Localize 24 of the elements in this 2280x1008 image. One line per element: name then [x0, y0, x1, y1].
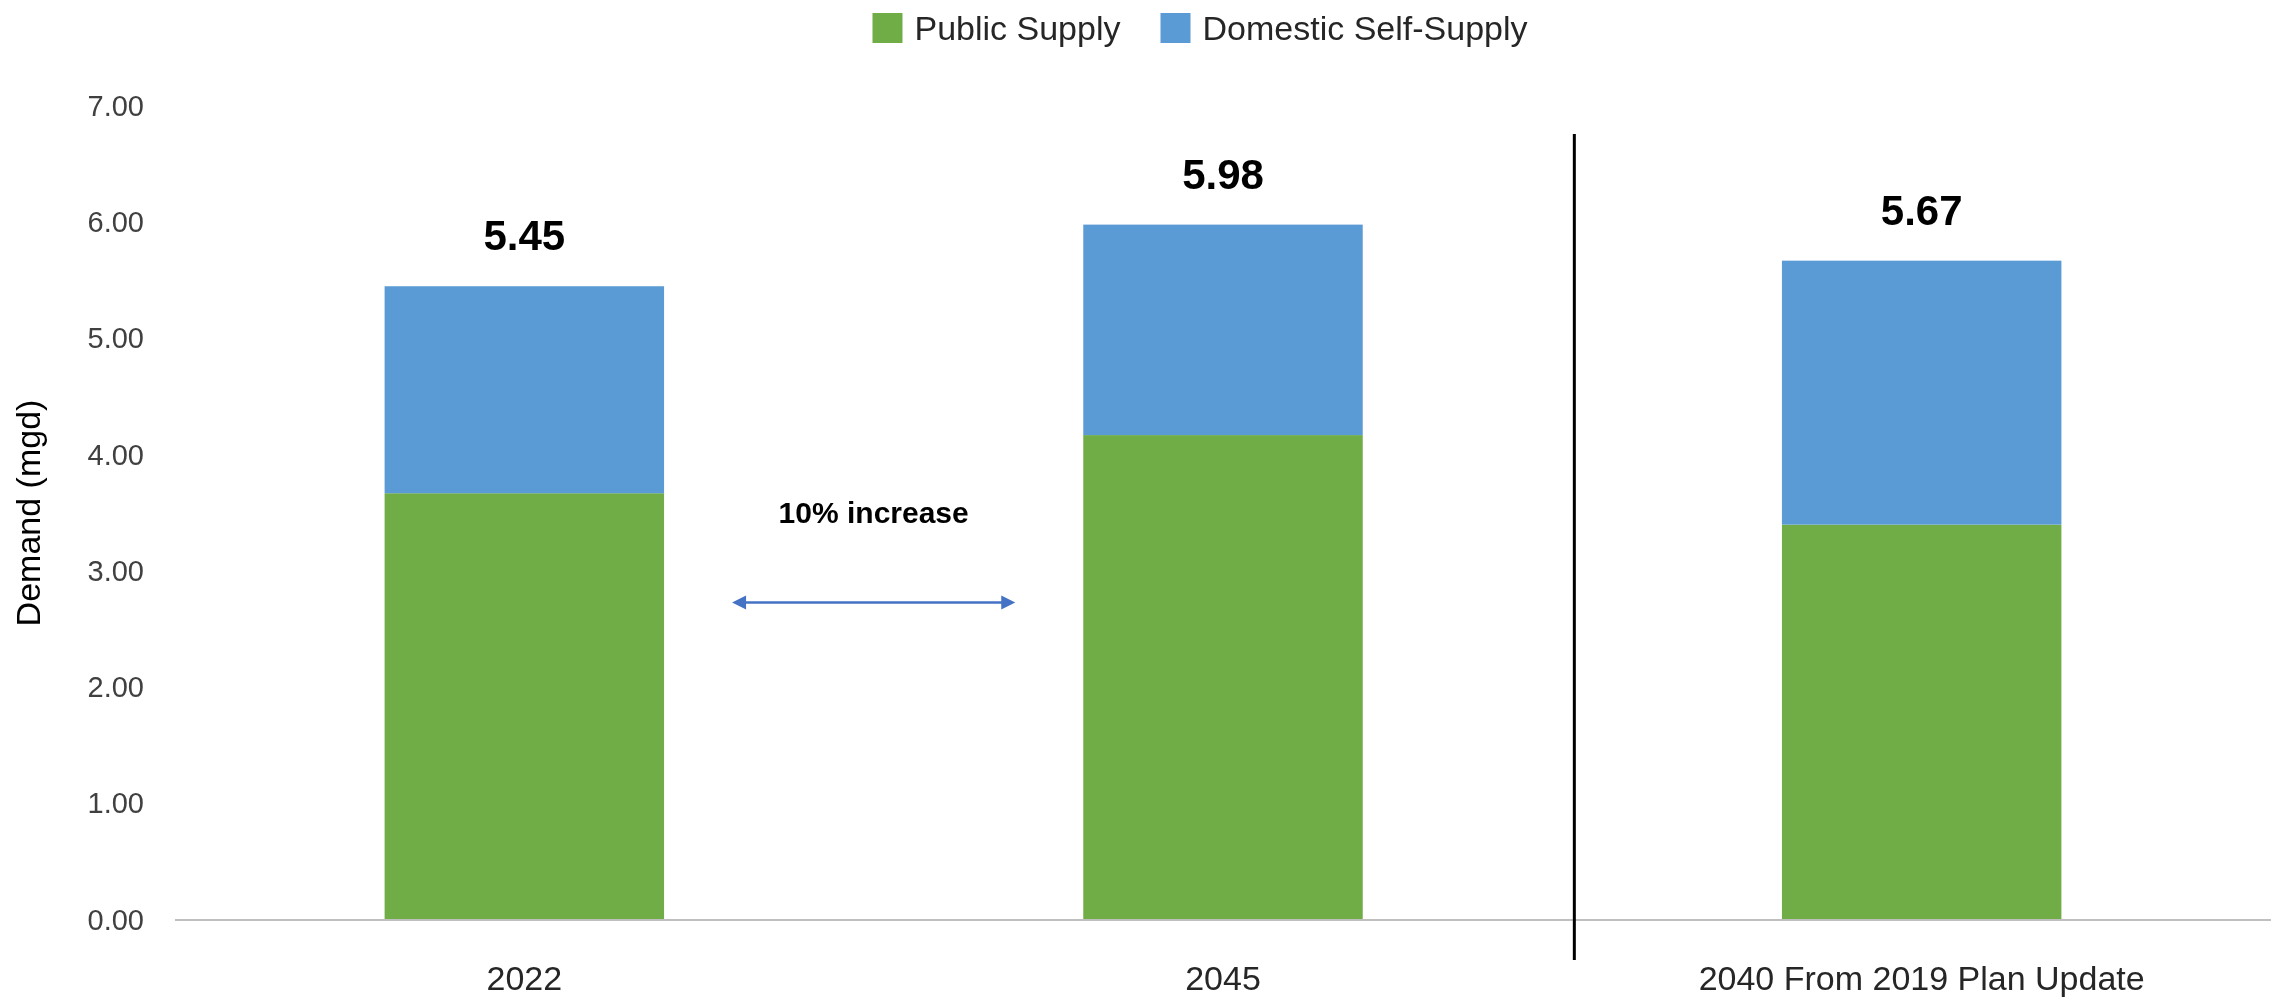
bar: [384, 286, 665, 494]
total-label: 5.98: [1182, 150, 1264, 198]
annotation: 10% increase: [778, 496, 969, 529]
bar: [1083, 224, 1363, 436]
bar: [1781, 524, 2062, 920]
y-tick-label: 7.00: [87, 89, 144, 122]
bar: [1781, 260, 2062, 525]
y-tick-label: 4.00: [87, 438, 144, 471]
y-tick-label: 2.00: [87, 671, 144, 704]
legend-label: Public Supply: [914, 9, 1121, 47]
bar: [384, 493, 665, 920]
total-label: 5.45: [483, 212, 566, 260]
x-tick-label: 2040 From 2019 Plan Update: [1698, 959, 2145, 997]
y-axis-title: Demand (mgd): [9, 399, 47, 627]
y-tick-label: 0.00: [87, 903, 144, 936]
y-tick-label: 6.00: [87, 206, 144, 239]
total-label: 5.67: [1880, 186, 1963, 234]
x-tick-label: 2045: [1185, 959, 1261, 997]
bar: [1083, 435, 1363, 920]
y-tick-label: 5.00: [87, 322, 144, 355]
y-tick-label: 1.00: [87, 787, 144, 820]
y-tick-label: 3.00: [87, 554, 144, 587]
legend-label: Domestic Self-Supply: [1202, 9, 1528, 47]
x-tick-label: 2022: [486, 959, 563, 997]
